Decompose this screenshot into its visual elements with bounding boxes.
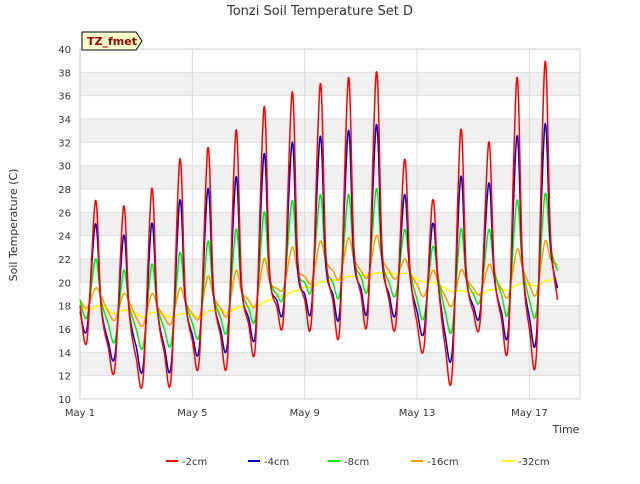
background-band: [80, 329, 580, 353]
x-tick-label: May 17: [511, 408, 548, 419]
chart-title: Tonzi Soil Temperature Set D: [226, 4, 413, 19]
y-tick-label: 20: [58, 278, 71, 289]
y-tick-label: 26: [58, 208, 71, 219]
y-tick-label: 40: [58, 45, 71, 56]
background-band: [80, 375, 580, 399]
y-tick-label: 30: [58, 162, 71, 173]
legend-label: -2cm: [182, 457, 207, 468]
y-tick-label: 22: [58, 255, 71, 266]
y-tick-label: 10: [58, 395, 71, 406]
legend-label: -4cm: [264, 457, 289, 468]
y-tick-label: 32: [58, 138, 71, 149]
y-tick-label: 28: [58, 185, 71, 196]
series-layer: [79, 60, 559, 389]
background-band: [80, 95, 580, 119]
legend-item: -16cm: [411, 457, 459, 468]
plot-frame: [79, 48, 581, 400]
background-band: [80, 72, 580, 96]
legend-label: -32cm: [518, 457, 550, 468]
background-band: [80, 142, 580, 166]
y-tick-label: 16: [58, 325, 71, 336]
legend-label: -16cm: [427, 457, 459, 468]
y-axis-tick-labels: 10 12 14 16 18 20 22 24 26 28 30 32 34 36 38 40: [58, 45, 71, 406]
x-axis-label: Time: [552, 423, 580, 436]
annotation-shape: [81, 31, 143, 51]
legend-item: -4cm: [248, 457, 289, 468]
annotation-label: TZ_fmet: [87, 35, 137, 48]
series-line-neg2cm: [79, 60, 559, 389]
legend: -2cm -4cm -8cm -16cm -32cm: [166, 457, 550, 468]
x-axis-tick-labels: May 1 May 5 May 9 May 13 May 17: [65, 408, 548, 419]
y-tick-label: 18: [58, 302, 71, 313]
y-tick-label: 14: [58, 348, 71, 359]
x-tick-label: May 9: [290, 408, 320, 419]
y-tick-label: 24: [58, 232, 71, 243]
x-tick-label: May 1: [65, 408, 95, 419]
x-tick-label: May 5: [177, 408, 207, 419]
background-band: [80, 352, 580, 376]
background-band: [80, 119, 580, 143]
y-tick-label: 36: [58, 92, 71, 103]
y-axis-label: Soil Temperature (C): [7, 169, 20, 282]
series-line-neg8cm: [79, 188, 559, 350]
x-tick-label: May 13: [399, 408, 436, 419]
y-tick-label: 34: [58, 115, 71, 126]
background-band: [80, 189, 580, 213]
series-line-neg16cm: [79, 234, 558, 328]
legend-item: -2cm: [166, 457, 207, 468]
background-band: [80, 165, 580, 189]
y-tick-label: 38: [58, 68, 71, 79]
y-tick-label: 12: [58, 372, 71, 383]
annotation-box: TZ_fmet: [81, 31, 143, 51]
legend-item: -32cm: [502, 457, 550, 468]
background-band: [80, 49, 580, 73]
legend-item: -8cm: [328, 457, 369, 468]
legend-label: -8cm: [344, 457, 369, 468]
